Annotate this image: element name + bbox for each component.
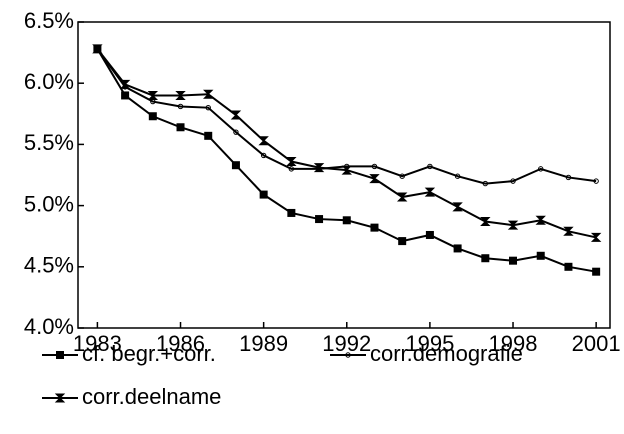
data-point	[230, 110, 242, 120]
data-point	[176, 123, 185, 132]
y-tick-label: 6.0%	[24, 69, 74, 94]
data-point	[177, 103, 184, 110]
data-point	[563, 226, 574, 236]
legend-item: corr.deelname	[42, 384, 221, 409]
data-point	[313, 163, 325, 173]
data-point	[315, 215, 324, 224]
data-point	[454, 173, 461, 179]
data-point	[536, 251, 545, 260]
data-point	[424, 187, 436, 197]
x-tick-label: 1998	[489, 331, 538, 356]
series-line	[96, 48, 597, 185]
data-point	[593, 178, 599, 184]
y-tick-label: 5.5%	[24, 130, 74, 155]
data-point	[396, 192, 408, 202]
data-point	[288, 166, 295, 172]
y-tick-label: 4.0%	[24, 314, 74, 339]
data-point	[453, 244, 462, 253]
data-point	[538, 166, 544, 172]
data-point	[233, 129, 239, 135]
series-line	[96, 48, 597, 239]
data-point	[286, 157, 297, 167]
y-tick-label: 4.5%	[24, 253, 74, 278]
legend-item: cf. begr.+corr.	[42, 341, 216, 366]
legend-item: corr.demografie	[330, 341, 523, 366]
legend-label: cf. begr.+corr.	[82, 341, 216, 366]
data-point	[147, 90, 159, 100]
data-point	[452, 202, 463, 212]
data-point	[398, 237, 407, 246]
legend-marker	[345, 352, 351, 358]
data-point	[371, 163, 378, 170]
x-tick-label: 1986	[156, 331, 205, 356]
data-point	[427, 163, 433, 170]
series-line	[96, 48, 597, 273]
data-point	[121, 91, 130, 100]
legend-marker	[54, 393, 66, 403]
data-point	[258, 136, 269, 146]
data-point	[592, 267, 601, 276]
data-point	[119, 79, 131, 89]
data-point	[342, 216, 351, 225]
x-tick-label: 1983	[73, 331, 122, 356]
plot-frame	[77, 21, 611, 329]
data-point	[425, 230, 434, 239]
data-point	[507, 220, 519, 230]
data-point	[399, 173, 405, 179]
legend-marker	[56, 351, 64, 359]
data-point	[509, 256, 518, 265]
data-point	[148, 112, 157, 121]
data-point	[565, 174, 572, 181]
x-tick-label: 2001	[572, 331, 621, 356]
data-point	[369, 174, 380, 184]
data-point	[175, 90, 186, 100]
data-point	[204, 131, 213, 140]
data-point	[287, 208, 296, 217]
data-point	[535, 215, 546, 225]
y-tick-label: 6.5%	[24, 8, 74, 33]
data-point	[481, 254, 490, 263]
data-point	[260, 152, 267, 159]
data-point	[92, 44, 103, 54]
y-tick-label: 5.0%	[24, 191, 74, 216]
x-tick-label: 1992	[322, 331, 371, 356]
data-point	[231, 161, 240, 170]
data-point	[510, 178, 516, 184]
data-point	[259, 190, 268, 199]
x-tick-label: 1995	[405, 331, 454, 356]
data-point	[480, 217, 491, 227]
legend-label: corr.demografie	[370, 341, 523, 366]
data-point	[482, 180, 489, 187]
data-point	[370, 223, 379, 232]
data-point	[590, 232, 602, 242]
data-point	[205, 104, 211, 111]
x-tick-label: 1989	[239, 331, 288, 356]
data-point	[564, 262, 573, 271]
data-point	[341, 165, 352, 175]
legend-label: corr.deelname	[82, 384, 221, 409]
data-point	[203, 89, 214, 99]
